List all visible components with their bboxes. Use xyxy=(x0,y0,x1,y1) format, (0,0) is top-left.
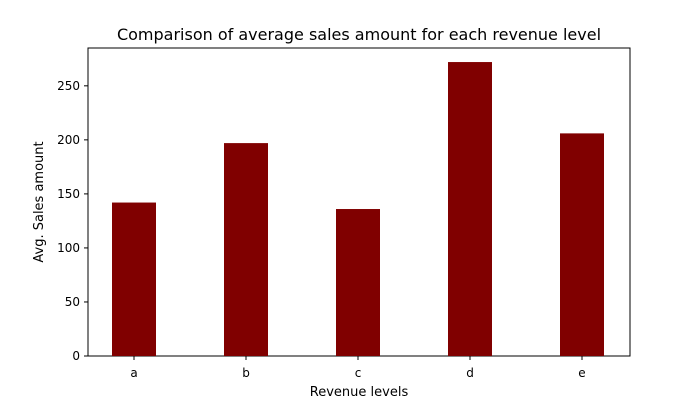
y-tick-label-250: 250 xyxy=(57,79,80,93)
y-tick-label-100: 100 xyxy=(57,241,80,255)
x-axis-ticks: a b c d e xyxy=(130,356,586,380)
plot-area: a b c d e 0 50 100 150 200 250 xyxy=(57,47,631,380)
y-tick-label-150: 150 xyxy=(57,187,80,201)
x-axis-label: Revenue levels xyxy=(310,385,409,400)
y-tick-label-0: 0 xyxy=(72,349,80,363)
bar-a xyxy=(112,202,156,356)
y-axis-ticks: 0 50 100 150 200 250 xyxy=(57,79,88,363)
bar-e xyxy=(560,133,604,356)
chart-title: Comparison of average sales amount for e… xyxy=(117,25,601,44)
bar-b xyxy=(224,143,268,356)
bar-d xyxy=(448,62,492,356)
bars-layer xyxy=(112,62,604,356)
bar-c xyxy=(336,209,380,356)
x-tick-label-c: c xyxy=(355,366,362,380)
y-tick-label-200: 200 xyxy=(57,133,80,147)
y-tick-label-50: 50 xyxy=(65,295,80,309)
x-tick-label-d: d xyxy=(466,366,474,380)
x-tick-label-e: e xyxy=(578,366,585,380)
x-tick-label-a: a xyxy=(130,366,137,380)
x-tick-label-b: b xyxy=(242,366,250,380)
y-axis-label: Avg. Sales amount xyxy=(32,141,47,262)
